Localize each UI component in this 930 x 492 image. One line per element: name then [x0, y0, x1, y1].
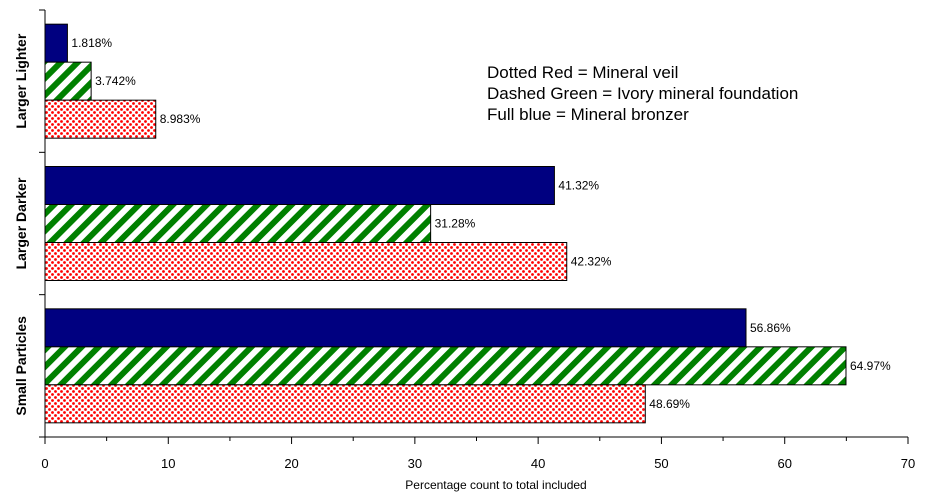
axes-layer	[39, 9, 909, 444]
data-label-larger-darker-solid: 41.32%	[558, 179, 599, 193]
x-tick-label: 0	[41, 456, 48, 471]
data-label-larger-lighter-dots: 8.983%	[160, 112, 201, 126]
bar-small-particles-solid	[44, 308, 747, 348]
category-label-larger-lighter: Larger Lighter	[13, 33, 29, 128]
bar-larger-lighter-dots	[44, 99, 157, 139]
x-tick-label: 20	[284, 456, 298, 471]
legend-line-mineral-veil: Dotted Red = Mineral veil	[487, 63, 678, 82]
legend-line-mineral-bronzer: Full blue = Mineral bronzer	[487, 105, 689, 124]
data-label-larger-lighter-solid: 1.818%	[71, 36, 112, 50]
bar-larger-darker-solid	[44, 166, 555, 205]
category-label-small-particles: Small Particles	[13, 316, 29, 416]
bar-larger-darker-stripes	[44, 204, 432, 243]
x-tick-label: 40	[531, 456, 545, 471]
data-label-small-particles-stripes: 64.97%	[850, 359, 891, 373]
data-label-small-particles-solid: 56.86%	[750, 321, 791, 335]
bar-larger-lighter-solid	[44, 23, 68, 63]
bars-layer	[44, 23, 847, 424]
x-tick-label: 70	[901, 456, 915, 471]
data-label-larger-darker-stripes: 31.28%	[435, 217, 476, 231]
data-label-small-particles-dots: 48.69%	[649, 397, 690, 411]
category-label-larger-darker: Larger Darker	[13, 177, 29, 269]
data-label-larger-lighter-stripes: 3.742%	[95, 74, 136, 88]
x-tick-label: 30	[408, 456, 422, 471]
bar-small-particles-dots	[44, 384, 646, 424]
bar-small-particles-stripes	[44, 346, 847, 386]
bar-larger-lighter-stripes	[44, 61, 92, 101]
x-tick-label: 50	[654, 456, 668, 471]
x-tick-label: 10	[161, 456, 175, 471]
labels-layer: 56.86% 64.97% 48.69% Small Particles 41.32% 3…	[13, 33, 915, 471]
x-tick-label: 60	[777, 456, 791, 471]
legend: Dotted Red = Mineral veil Dashed Green =…	[487, 63, 798, 124]
bar-larger-darker-dots	[44, 242, 568, 281]
x-axis-title: Percentage count to total included	[405, 478, 586, 492]
legend-line-ivory-foundation: Dashed Green = Ivory mineral foundation	[487, 84, 798, 103]
data-label-larger-darker-dots: 42.32%	[571, 255, 612, 269]
